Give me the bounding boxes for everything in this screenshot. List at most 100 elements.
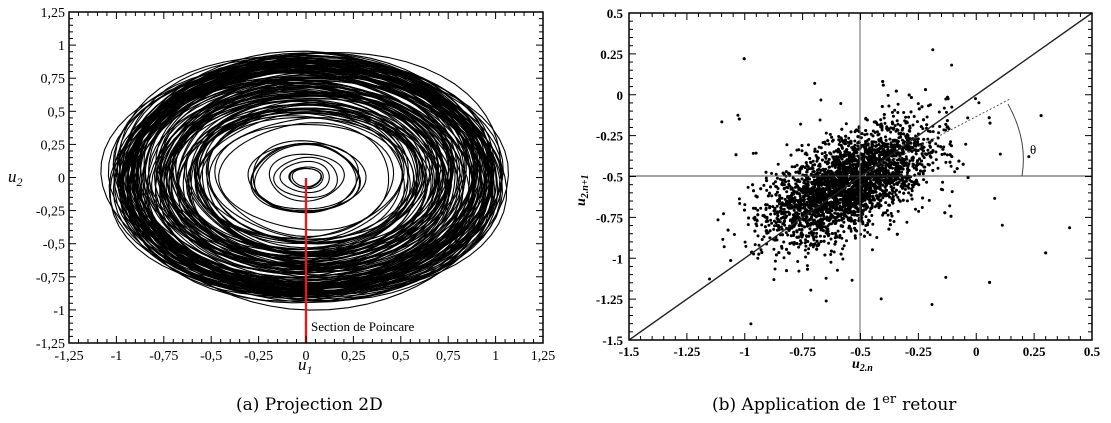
scatter-point	[924, 88, 927, 92]
scatter-point	[878, 192, 882, 196]
scatter-point	[901, 186, 904, 190]
scatter-point	[905, 220, 909, 224]
scatter-point	[847, 188, 851, 192]
tick-marks	[628, 12, 1093, 341]
scatter-point	[869, 159, 873, 163]
scatter-point	[934, 142, 938, 146]
scatter-point	[827, 157, 831, 161]
x-tick-label: 0,25	[341, 349, 366, 364]
scatter-point	[926, 129, 930, 133]
trajectory-loop	[190, 99, 438, 257]
scatter-point	[817, 220, 821, 224]
scatter-point	[840, 208, 844, 211]
scatter-point	[823, 253, 827, 257]
scatter-point	[890, 197, 894, 201]
trajectory-loop	[129, 59, 503, 296]
scatter-point	[922, 156, 926, 160]
scatter-point	[926, 137, 930, 141]
section-annotation: Section de Poincare	[311, 319, 414, 334]
scatter-point	[782, 219, 786, 223]
scatter-point	[818, 214, 822, 218]
scatter-point	[766, 219, 769, 223]
scatter-point	[863, 234, 866, 238]
scatter-point	[751, 183, 755, 187]
scatter-point	[909, 96, 913, 99]
trajectory-loop	[291, 168, 322, 188]
scatter-point	[880, 124, 884, 128]
scatter-point	[904, 115, 908, 119]
scatter-point	[848, 210, 852, 214]
scatter-point	[897, 198, 901, 202]
scatter-point	[838, 234, 842, 237]
scatter-point	[928, 141, 932, 144]
scatter-point	[862, 180, 866, 184]
scatter-point	[886, 93, 890, 97]
trajectory-loop	[189, 104, 409, 243]
scatter-point	[899, 124, 902, 127]
scatter-point	[838, 198, 842, 202]
scatter-point	[856, 208, 860, 212]
x-tick-label: 1	[492, 349, 499, 364]
scatter-point	[778, 197, 781, 201]
scatter-point	[830, 139, 834, 143]
x-tick-label: 0,75	[436, 349, 461, 364]
scatter-point	[817, 195, 821, 199]
scatter-point	[828, 151, 832, 155]
scatter-point	[762, 235, 766, 239]
scatter-point	[792, 234, 795, 237]
scatter-point	[900, 167, 904, 171]
scatter-point	[882, 116, 886, 120]
scatter-point	[833, 196, 837, 200]
scatter-point	[792, 230, 796, 234]
scatter-point	[789, 187, 793, 191]
scatter-point	[843, 142, 847, 146]
scatter-point	[888, 164, 892, 168]
scatter-point	[1027, 155, 1031, 159]
y-tick-label: -0,25	[36, 205, 65, 220]
scatter-point	[726, 228, 730, 232]
scatter-point	[784, 231, 788, 235]
scatter-point	[716, 218, 720, 222]
scatter-point	[830, 190, 834, 194]
scatter-point	[896, 111, 900, 114]
scatter-point	[864, 224, 868, 227]
x-tick-label: 0	[973, 344, 980, 359]
x-tick-label: -0,25	[244, 349, 273, 364]
scatter-point	[920, 144, 924, 148]
scatter-point	[809, 161, 813, 164]
scatter-point	[884, 183, 888, 187]
y-tick-label: -0,75	[36, 271, 65, 286]
scatter-point	[757, 252, 761, 256]
scatter-point	[789, 203, 793, 207]
scatter-point	[806, 177, 810, 181]
scatter-point	[833, 176, 836, 180]
scatter-point	[842, 214, 846, 217]
scatter-point	[799, 122, 803, 126]
scatter-point	[773, 267, 777, 271]
scatter-point	[843, 139, 847, 143]
scatter-point	[928, 145, 932, 149]
scatter-point	[797, 148, 801, 152]
scatter-point	[854, 206, 858, 209]
scatter-point	[852, 203, 856, 207]
scatter-point	[772, 278, 776, 282]
scatter-point	[889, 145, 893, 148]
scatter-point	[797, 224, 801, 228]
scatter-point	[838, 183, 842, 187]
x-tick-label: -1	[111, 349, 123, 364]
scatter-point	[912, 141, 916, 145]
scatter-point	[790, 165, 794, 169]
scatter-point	[836, 229, 840, 233]
scatter-point	[921, 127, 925, 131]
scatter-point	[773, 206, 777, 210]
theta-label: θ	[1030, 142, 1036, 157]
scatter-point	[865, 196, 869, 200]
scatter-point	[950, 105, 954, 109]
y-tick-label: -0.75	[596, 210, 624, 225]
scatter-point	[914, 152, 918, 156]
scatter-point	[877, 143, 881, 146]
scatter-point	[867, 191, 871, 195]
scatter-point	[921, 170, 925, 174]
scatter-point	[893, 190, 897, 194]
scatter-point	[855, 213, 859, 217]
